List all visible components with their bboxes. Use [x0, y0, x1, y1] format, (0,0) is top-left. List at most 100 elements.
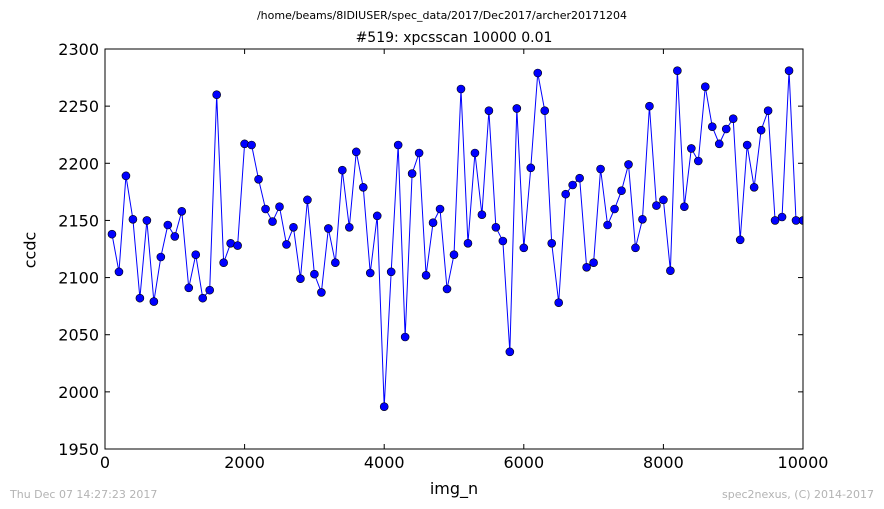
data-point [414, 148, 424, 158]
data-point [177, 206, 187, 216]
footer-credit: spec2nexus, (C) 2014-2017 [722, 488, 874, 501]
data-point [596, 164, 605, 174]
data-point [484, 106, 494, 116]
data-point [610, 204, 619, 214]
data-point [407, 169, 417, 178]
data-point [114, 267, 124, 277]
footer-timestamp: Thu Dec 07 14:27:23 2017 [10, 488, 158, 501]
data-point [142, 216, 152, 225]
y-tick-label: 2150 [58, 211, 99, 230]
data-point [652, 201, 661, 210]
data-point [128, 214, 138, 224]
y-tick-label: 2100 [58, 269, 99, 288]
data-point [275, 202, 284, 212]
data-point [303, 195, 312, 205]
data-point [296, 274, 305, 284]
x-tick-label: 4000 [364, 453, 405, 472]
data-point [365, 268, 375, 278]
data-point [505, 347, 515, 357]
data-point [666, 266, 675, 276]
data-point [498, 236, 508, 246]
data-point [170, 232, 180, 241]
data-point [568, 180, 577, 190]
data-point [784, 66, 794, 76]
data-point [735, 235, 745, 245]
data-point [135, 293, 145, 303]
data-point [261, 204, 270, 214]
data-point [645, 101, 654, 111]
y-tick-label: 2300 [58, 40, 99, 59]
data-point [456, 84, 466, 94]
data-point [149, 297, 159, 306]
data-point [198, 293, 208, 303]
data-point [763, 106, 773, 116]
data-point [582, 262, 591, 272]
data-point [289, 222, 298, 232]
x-tick-label: 10000 [778, 453, 829, 472]
data-point [714, 139, 724, 149]
data-point [184, 283, 194, 293]
data-point [554, 298, 564, 308]
data-point [463, 238, 473, 248]
data-point [442, 284, 452, 294]
data-point [331, 258, 340, 268]
data-point [547, 238, 557, 248]
data-point [707, 122, 717, 132]
data-point [247, 140, 256, 150]
x-tick-label: 2000 [224, 453, 265, 472]
data-point [526, 163, 536, 173]
data-point [687, 144, 696, 153]
data-point [212, 90, 221, 100]
data-point [156, 252, 166, 262]
data-point [624, 160, 633, 169]
data-point [233, 241, 242, 250]
data-point [107, 229, 117, 239]
x-axis-label: img_n [429, 479, 479, 498]
data-point [240, 139, 249, 149]
data-point [561, 189, 570, 199]
data-point [659, 195, 668, 205]
data-point [693, 156, 703, 166]
data-point [324, 224, 333, 233]
series-layer [107, 66, 803, 412]
data-point [310, 269, 319, 279]
data-point [749, 182, 759, 192]
data-point [519, 243, 529, 253]
data-point [121, 171, 131, 181]
data-point [533, 68, 543, 78]
data-point [344, 222, 354, 232]
data-point [317, 288, 326, 297]
data-point [540, 106, 550, 116]
data-point [673, 66, 682, 76]
figure-suptitle: /home/beams/8IDIUSER/spec_data/2017/Dec2… [256, 9, 628, 22]
data-point [205, 285, 214, 295]
data-point [770, 216, 780, 225]
data-point [617, 186, 626, 196]
data-point [351, 147, 361, 157]
data-point [338, 165, 347, 175]
data-point [435, 204, 445, 214]
data-point [491, 222, 501, 232]
series-line [111, 70, 803, 407]
data-point [449, 250, 459, 260]
data-point [575, 173, 584, 183]
data-point [379, 402, 389, 412]
y-tick-label: 2250 [58, 97, 99, 116]
data-point [777, 212, 787, 222]
y-tick-label: 2000 [58, 383, 99, 402]
data-point [700, 82, 710, 92]
data-point [358, 182, 368, 192]
data-point [372, 211, 382, 221]
data-point [742, 140, 752, 150]
data-point [728, 114, 738, 124]
y-tick-label: 1950 [58, 440, 99, 459]
x-tick-label: 0 [100, 453, 110, 472]
data-point [512, 104, 522, 113]
data-point [268, 217, 277, 226]
data-point [680, 202, 689, 212]
ticks-layer: 0 2000 4000 6000 8000 10000 1950 2000 2050 2100 21… [58, 40, 828, 472]
data-point [421, 270, 431, 280]
data-point [254, 174, 263, 184]
data-point [393, 140, 403, 150]
